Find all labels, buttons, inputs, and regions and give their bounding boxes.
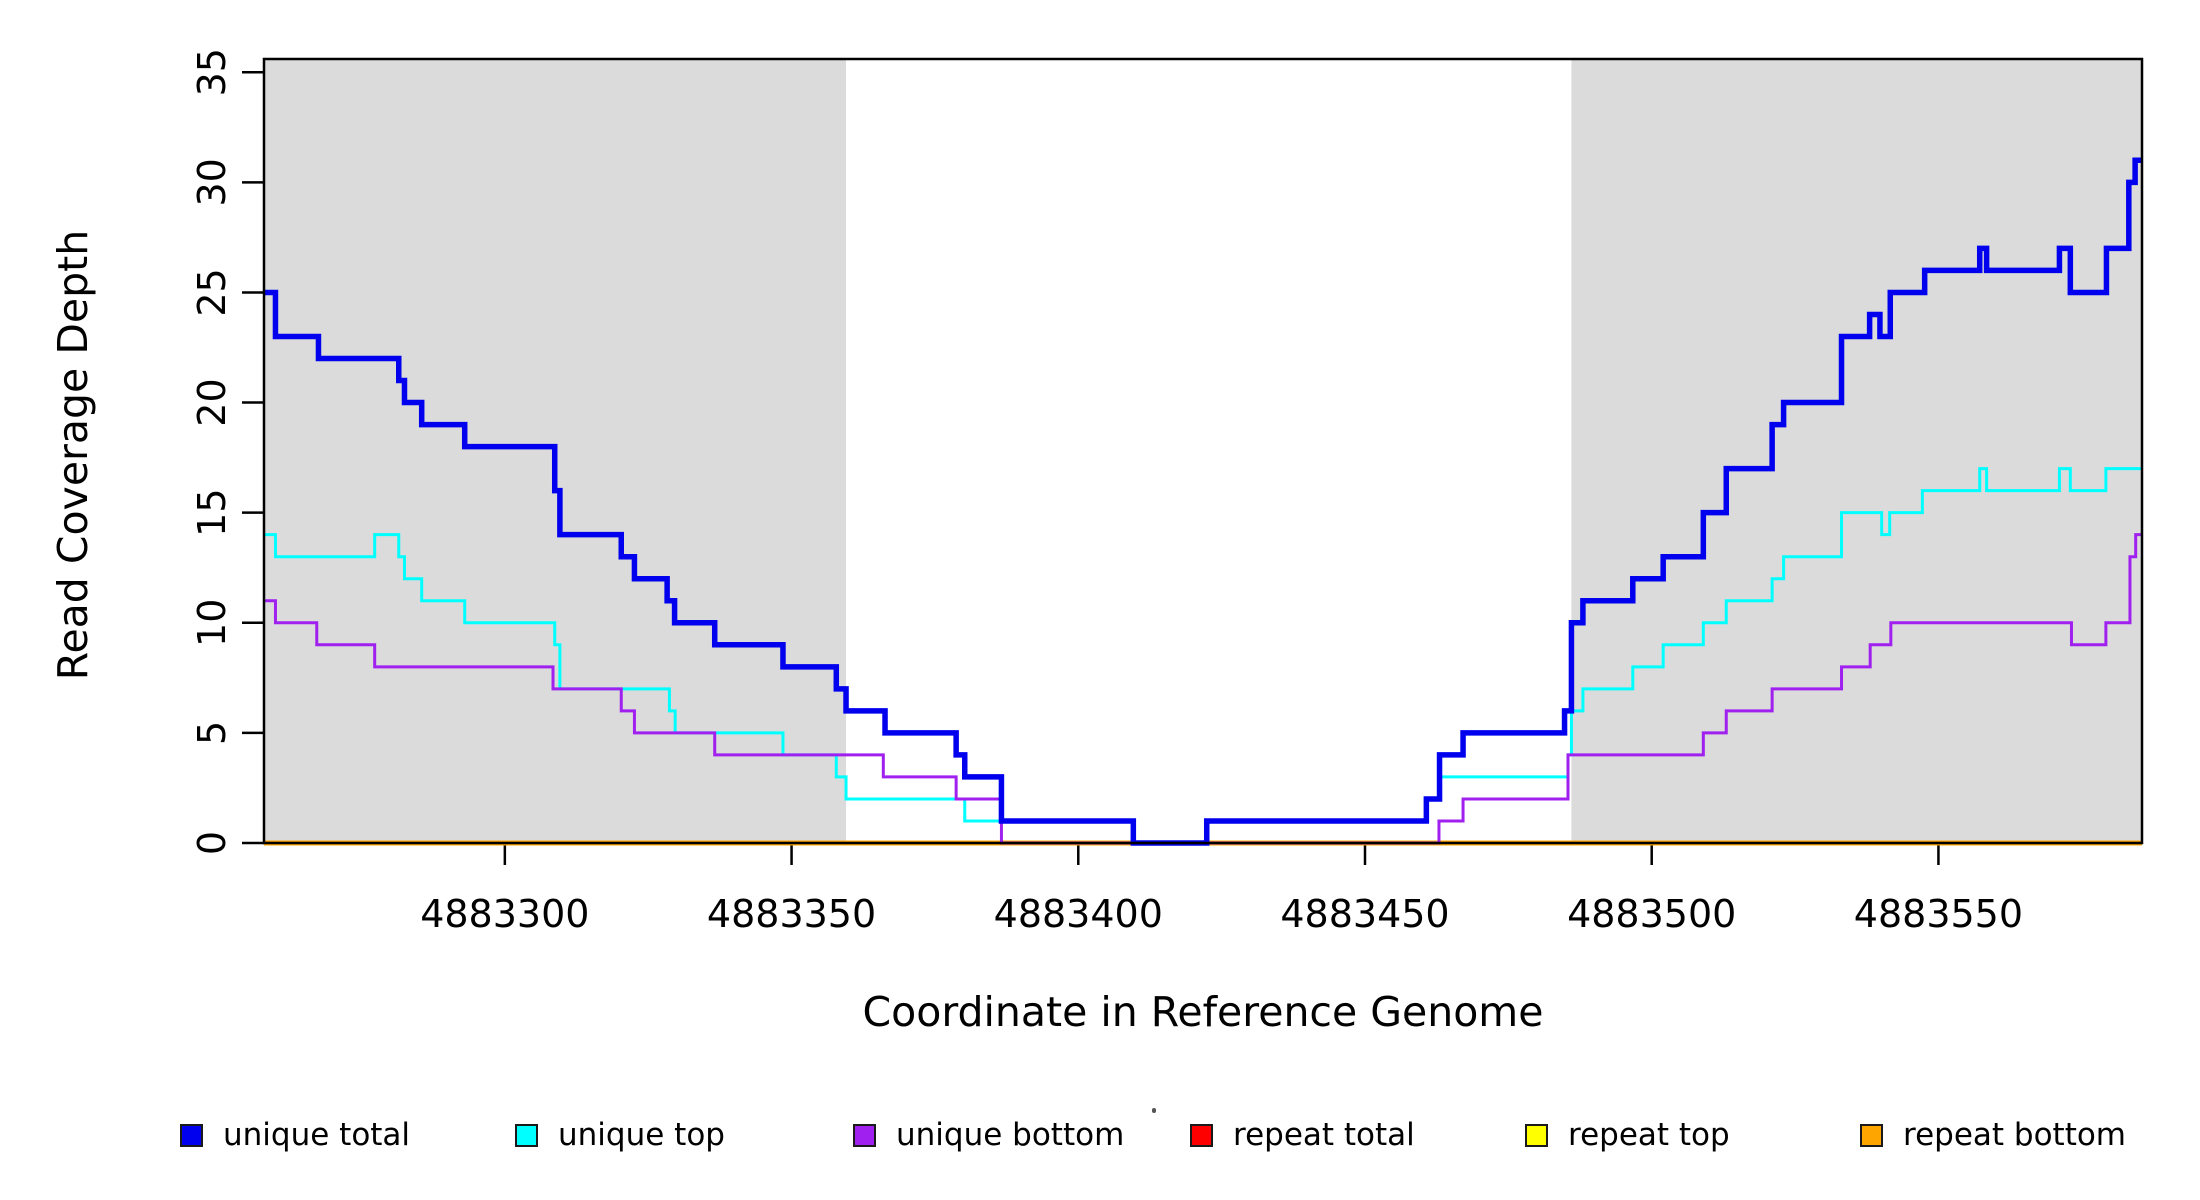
legend-swatch xyxy=(1190,1123,1213,1147)
series-unique-top xyxy=(264,467,2142,845)
series-unique-bottom xyxy=(264,533,2142,845)
x-tick-label: 4883400 xyxy=(994,892,1163,936)
legend-swatch xyxy=(1525,1123,1548,1147)
legend-item-repeat-top: repeat top xyxy=(1525,1117,1730,1153)
y-axis-title: Read Coverage Depth xyxy=(49,229,97,681)
x-tick-label: 4883450 xyxy=(1280,892,1449,936)
legend-item-unique-bottom: unique bottom xyxy=(853,1117,1124,1153)
legend-item-repeat-total: repeat total xyxy=(1190,1117,1415,1153)
legend-label: repeat bottom xyxy=(1903,1117,2127,1153)
y-tick-label: 35 xyxy=(190,48,234,96)
legend-item-unique-top: unique top xyxy=(515,1117,725,1153)
legend-label: unique top xyxy=(558,1117,725,1153)
legend: unique total unique top unique bottom repea… xyxy=(0,0,2200,1153)
x-tick-label: 4883500 xyxy=(1567,892,1736,936)
right-gray-band xyxy=(1571,59,2142,843)
legend-swatch xyxy=(1860,1123,1883,1147)
speck-artifact xyxy=(1152,1108,1156,1113)
legend-swatch xyxy=(853,1123,876,1147)
y-tick-label: 25 xyxy=(190,268,234,316)
y-tick-label: 20 xyxy=(190,378,234,426)
legend-label: unique bottom xyxy=(896,1117,1125,1153)
plot-border xyxy=(262,57,2144,845)
legend-swatch xyxy=(180,1123,203,1147)
y-tick-label: 15 xyxy=(190,488,234,536)
legend-label: repeat total xyxy=(1233,1117,1415,1153)
legend-swatch xyxy=(515,1123,538,1147)
y-tick-label: 10 xyxy=(190,599,234,647)
y-tick-label: 30 xyxy=(190,158,234,206)
legend-item-repeat-bottom: repeat bottom xyxy=(1860,1117,2126,1153)
legend-item-unique-total: unique total xyxy=(180,1117,410,1153)
y-tick-label: 5 xyxy=(190,721,234,745)
x-tick-label: 4883300 xyxy=(420,892,589,936)
legend-label: repeat top xyxy=(1568,1117,1730,1153)
x-axis-title: Coordinate in Reference Genome xyxy=(862,988,1544,1036)
y-tick-label: 0 xyxy=(190,831,234,855)
x-tick-label: 4883350 xyxy=(707,892,876,936)
legend-label: unique total xyxy=(223,1117,411,1153)
series-unique-total xyxy=(264,157,2142,846)
x-tick-label: 4883550 xyxy=(1854,892,2023,936)
